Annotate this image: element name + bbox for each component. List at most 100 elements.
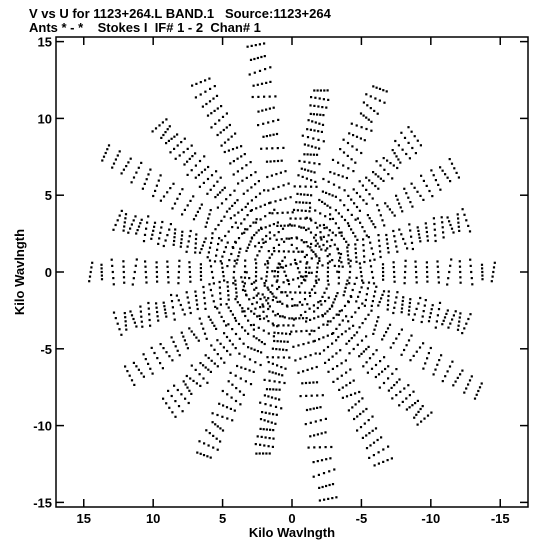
uv-point <box>328 193 331 196</box>
uv-point <box>417 233 421 236</box>
uv-point <box>467 383 470 386</box>
uv-point <box>282 250 285 253</box>
uv-point <box>176 197 179 200</box>
uv-point <box>216 133 219 137</box>
uv-point <box>395 296 398 299</box>
uv-point <box>353 282 356 285</box>
uv-point <box>363 260 366 264</box>
uv-point <box>281 266 285 269</box>
uv-point <box>111 264 114 267</box>
uv-point <box>155 261 158 264</box>
uv-point <box>147 215 150 218</box>
uv-point <box>374 375 377 379</box>
uv-point <box>172 182 175 185</box>
uv-point <box>253 288 256 291</box>
uv-point <box>262 241 265 244</box>
uv-point <box>298 159 301 163</box>
uv-point <box>180 331 183 334</box>
uv-point <box>233 265 236 268</box>
uv-point <box>226 265 229 268</box>
uv-point <box>492 266 496 269</box>
uv-point <box>359 112 363 115</box>
uv-point <box>286 211 289 214</box>
uv-point <box>209 188 212 191</box>
uv-point <box>204 79 207 82</box>
uv-point <box>329 245 332 248</box>
uv-point <box>446 309 449 312</box>
uv-point <box>414 152 417 155</box>
uv-point <box>366 214 369 217</box>
uv-point <box>217 223 220 227</box>
uv-point <box>133 270 136 274</box>
uv-point <box>223 150 226 154</box>
uv-point <box>423 304 426 307</box>
uv-point <box>316 113 319 116</box>
uv-point <box>229 217 232 220</box>
uv-point <box>256 83 259 86</box>
uv-point <box>270 396 274 399</box>
uv-point <box>209 288 212 292</box>
uv-point <box>281 315 284 318</box>
uv-point <box>200 322 203 325</box>
uv-point <box>140 161 143 164</box>
uv-point <box>270 421 273 424</box>
uv-point <box>374 97 377 100</box>
uv-point <box>279 224 283 227</box>
uv-point <box>322 235 325 238</box>
uv-point <box>387 299 390 302</box>
uv-point <box>236 157 239 160</box>
uv-point <box>467 317 470 321</box>
uv-point <box>481 267 484 270</box>
uv-point <box>401 303 404 306</box>
uv-point <box>276 159 280 163</box>
uv-point <box>456 213 459 216</box>
uv-point <box>198 440 201 443</box>
uv-point <box>369 444 372 447</box>
uv-point <box>364 298 367 302</box>
uv-point <box>272 388 275 391</box>
uv-point <box>244 265 247 268</box>
uv-point <box>447 277 450 280</box>
uv-point <box>346 222 350 225</box>
uv-point <box>181 213 184 216</box>
uv-point <box>256 350 259 353</box>
uv-point <box>272 246 275 250</box>
uv-point <box>274 314 277 317</box>
uv-point <box>456 376 459 379</box>
uv-point <box>292 250 295 253</box>
uv-point <box>357 295 360 298</box>
uv-point <box>336 365 339 368</box>
uv-point <box>418 236 421 239</box>
uv-point <box>391 177 394 180</box>
uv-point <box>282 348 285 351</box>
uv-point <box>313 171 316 174</box>
uv-point <box>355 256 358 259</box>
uv-point <box>266 260 269 263</box>
uv-point <box>203 442 206 445</box>
uv-point <box>328 483 331 487</box>
uv-point <box>135 232 138 235</box>
uv-point <box>407 313 410 316</box>
uv-point <box>386 205 389 208</box>
uv-point <box>211 232 214 235</box>
uv-point <box>231 226 234 229</box>
uv-point <box>305 201 308 204</box>
uv-point <box>428 189 431 193</box>
uv-point <box>224 234 227 238</box>
uv-point <box>268 224 271 227</box>
uv-point <box>267 189 270 192</box>
uv-point <box>308 161 311 164</box>
uv-point <box>222 404 225 407</box>
uv-point <box>378 386 381 389</box>
uv-point <box>248 277 251 280</box>
uv-point <box>396 250 399 253</box>
uv-point <box>327 180 330 183</box>
uv-point <box>305 317 308 320</box>
uv-point <box>276 287 279 291</box>
uv-point <box>362 244 365 247</box>
uv-point <box>272 335 275 338</box>
uv-point <box>232 173 235 176</box>
uv-point <box>268 107 271 110</box>
uv-point <box>320 303 323 306</box>
uv-point <box>186 347 189 350</box>
